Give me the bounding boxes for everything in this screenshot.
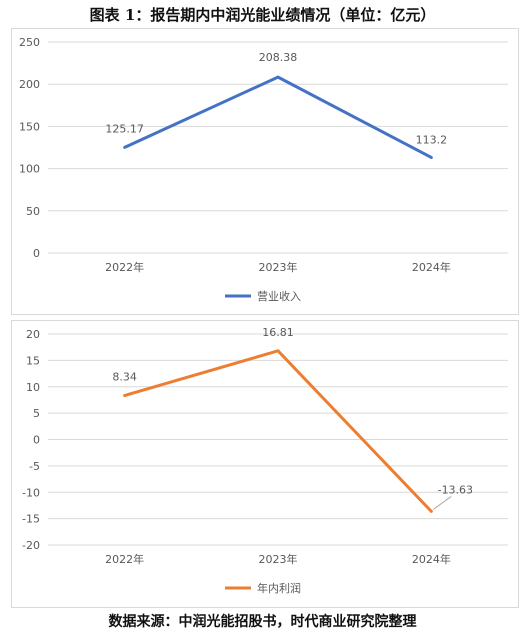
data-label: -13.63	[438, 483, 473, 496]
revenue-chart-panel: 0 50 100 150 200 250 2022年 2023年 2024年 125.17 208.…	[11, 28, 519, 315]
x-tick-label: 2022年	[105, 260, 144, 274]
y-tick-label: 0	[33, 247, 40, 260]
data-point	[429, 155, 433, 159]
y-tick-label: -5	[29, 460, 40, 473]
data-point	[276, 75, 280, 79]
y-tick-label: 50	[26, 205, 40, 218]
x-tick-label: 2022年	[105, 552, 144, 566]
y-tick-label: 10	[26, 381, 40, 394]
y-tick-label: 0	[33, 434, 40, 447]
y-tick-label: -10	[22, 486, 40, 499]
data-label: 8.34	[112, 371, 137, 384]
y-tick-label: 15	[26, 354, 40, 367]
data-label-leader	[433, 495, 452, 510]
data-label: 16.81	[262, 326, 294, 339]
y-tick-label: 20	[26, 328, 40, 341]
x-tick-label: 2024年	[412, 260, 451, 274]
y-tick-label: 100	[19, 163, 40, 176]
x-tick-label: 2024年	[412, 552, 451, 566]
revenue-chart: 0 50 100 150 200 250 2022年 2023年 2024年 125.17 208.…	[19, 36, 508, 303]
y-tick-label: -20	[22, 539, 40, 552]
data-label: 113.2	[416, 133, 448, 146]
legend-label: 营业收入	[257, 289, 301, 303]
data-point	[123, 394, 127, 398]
profit-chart-panel: -20 -15 -10 -5 0 5 10 15 20 2022年 2023年 2024年 8.34 16…	[11, 320, 519, 608]
series-line	[124, 75, 433, 159]
y-tick-label: 200	[19, 78, 40, 91]
x-tick-label: 2023年	[259, 260, 298, 274]
page-title: 图表 1：报告期内中润光能业绩情况（单位：亿元）	[89, 6, 436, 24]
legend-label: 年内利润	[257, 581, 301, 595]
y-tick-label: -15	[22, 513, 40, 526]
series-line	[124, 349, 433, 513]
x-tick-label: 2023年	[259, 552, 298, 566]
source-note: 数据来源：中润光能招股书，时代商业研究院整理	[108, 614, 417, 630]
data-point	[123, 145, 127, 149]
y-tick-label: 150	[19, 120, 40, 133]
data-point	[276, 349, 280, 353]
data-label: 125.17	[105, 122, 144, 135]
profit-chart: -20 -15 -10 -5 0 5 10 15 20 2022年 2023年 2024年 8.34 16…	[22, 326, 508, 595]
y-tick-label: 250	[19, 36, 40, 49]
data-point	[429, 509, 433, 513]
data-label: 208.38	[259, 51, 298, 64]
y-tick-label: 5	[33, 407, 40, 420]
